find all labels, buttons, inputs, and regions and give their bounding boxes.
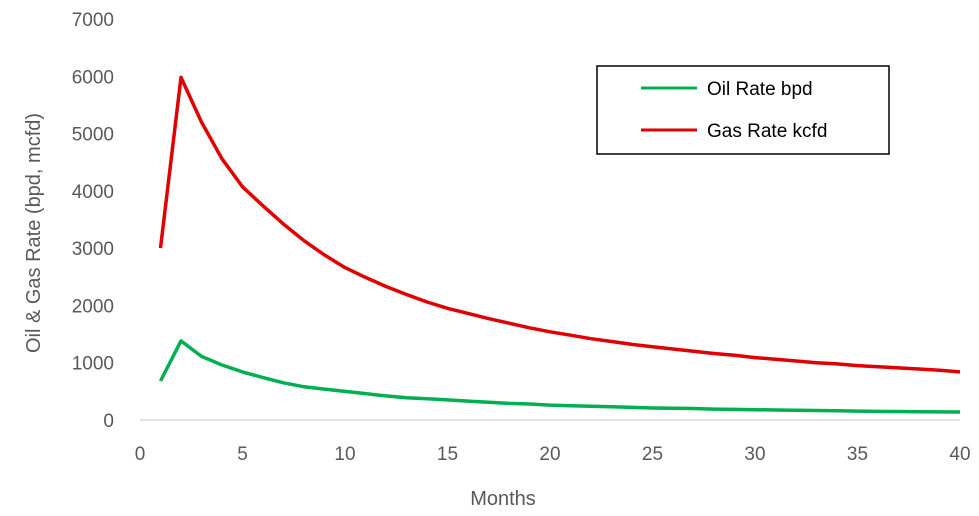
legend-label-oil: Oil Rate bpd [707,79,813,100]
x-tick-label: 5 [237,444,248,465]
x-tick-label: 15 [437,444,458,465]
plot-area [158,75,961,414]
series-line-gas-rate [158,75,961,374]
y-tick-label: 4000 [72,182,114,203]
y-axis-ticks: 0 1000 2000 3000 4000 5000 6000 7000 [72,10,114,432]
y-axis-title: Oil & Gas Rate (bpd, mcfd) [23,113,45,353]
x-tick-label: 25 [642,444,663,465]
y-tick-label: 2000 [72,296,114,317]
y-tick-label: 3000 [72,239,114,260]
y-tick-label: 6000 [72,67,114,88]
y-tick-label: 0 [103,411,114,432]
y-tick-label: 7000 [72,10,114,31]
legend-box [596,65,890,155]
series-line-oil-rate [158,339,961,414]
x-tick-label: 30 [744,444,765,465]
x-axis-ticks: 0 5 10 15 20 25 30 35 40 [135,444,971,465]
y-tick-label: 5000 [72,125,114,146]
x-tick-label: 20 [539,444,560,465]
legend: Oil Rate bpd Gas Rate kcfd [596,65,890,155]
x-tick-label: 40 [949,444,970,465]
x-axis-title: Months [470,488,536,510]
legend-label-gas: Gas Rate kcfd [707,121,827,142]
y-tick-label: 1000 [72,354,114,375]
x-tick-label: 35 [847,444,868,465]
x-tick-label: 10 [334,444,355,465]
x-tick-label: 0 [135,444,146,465]
